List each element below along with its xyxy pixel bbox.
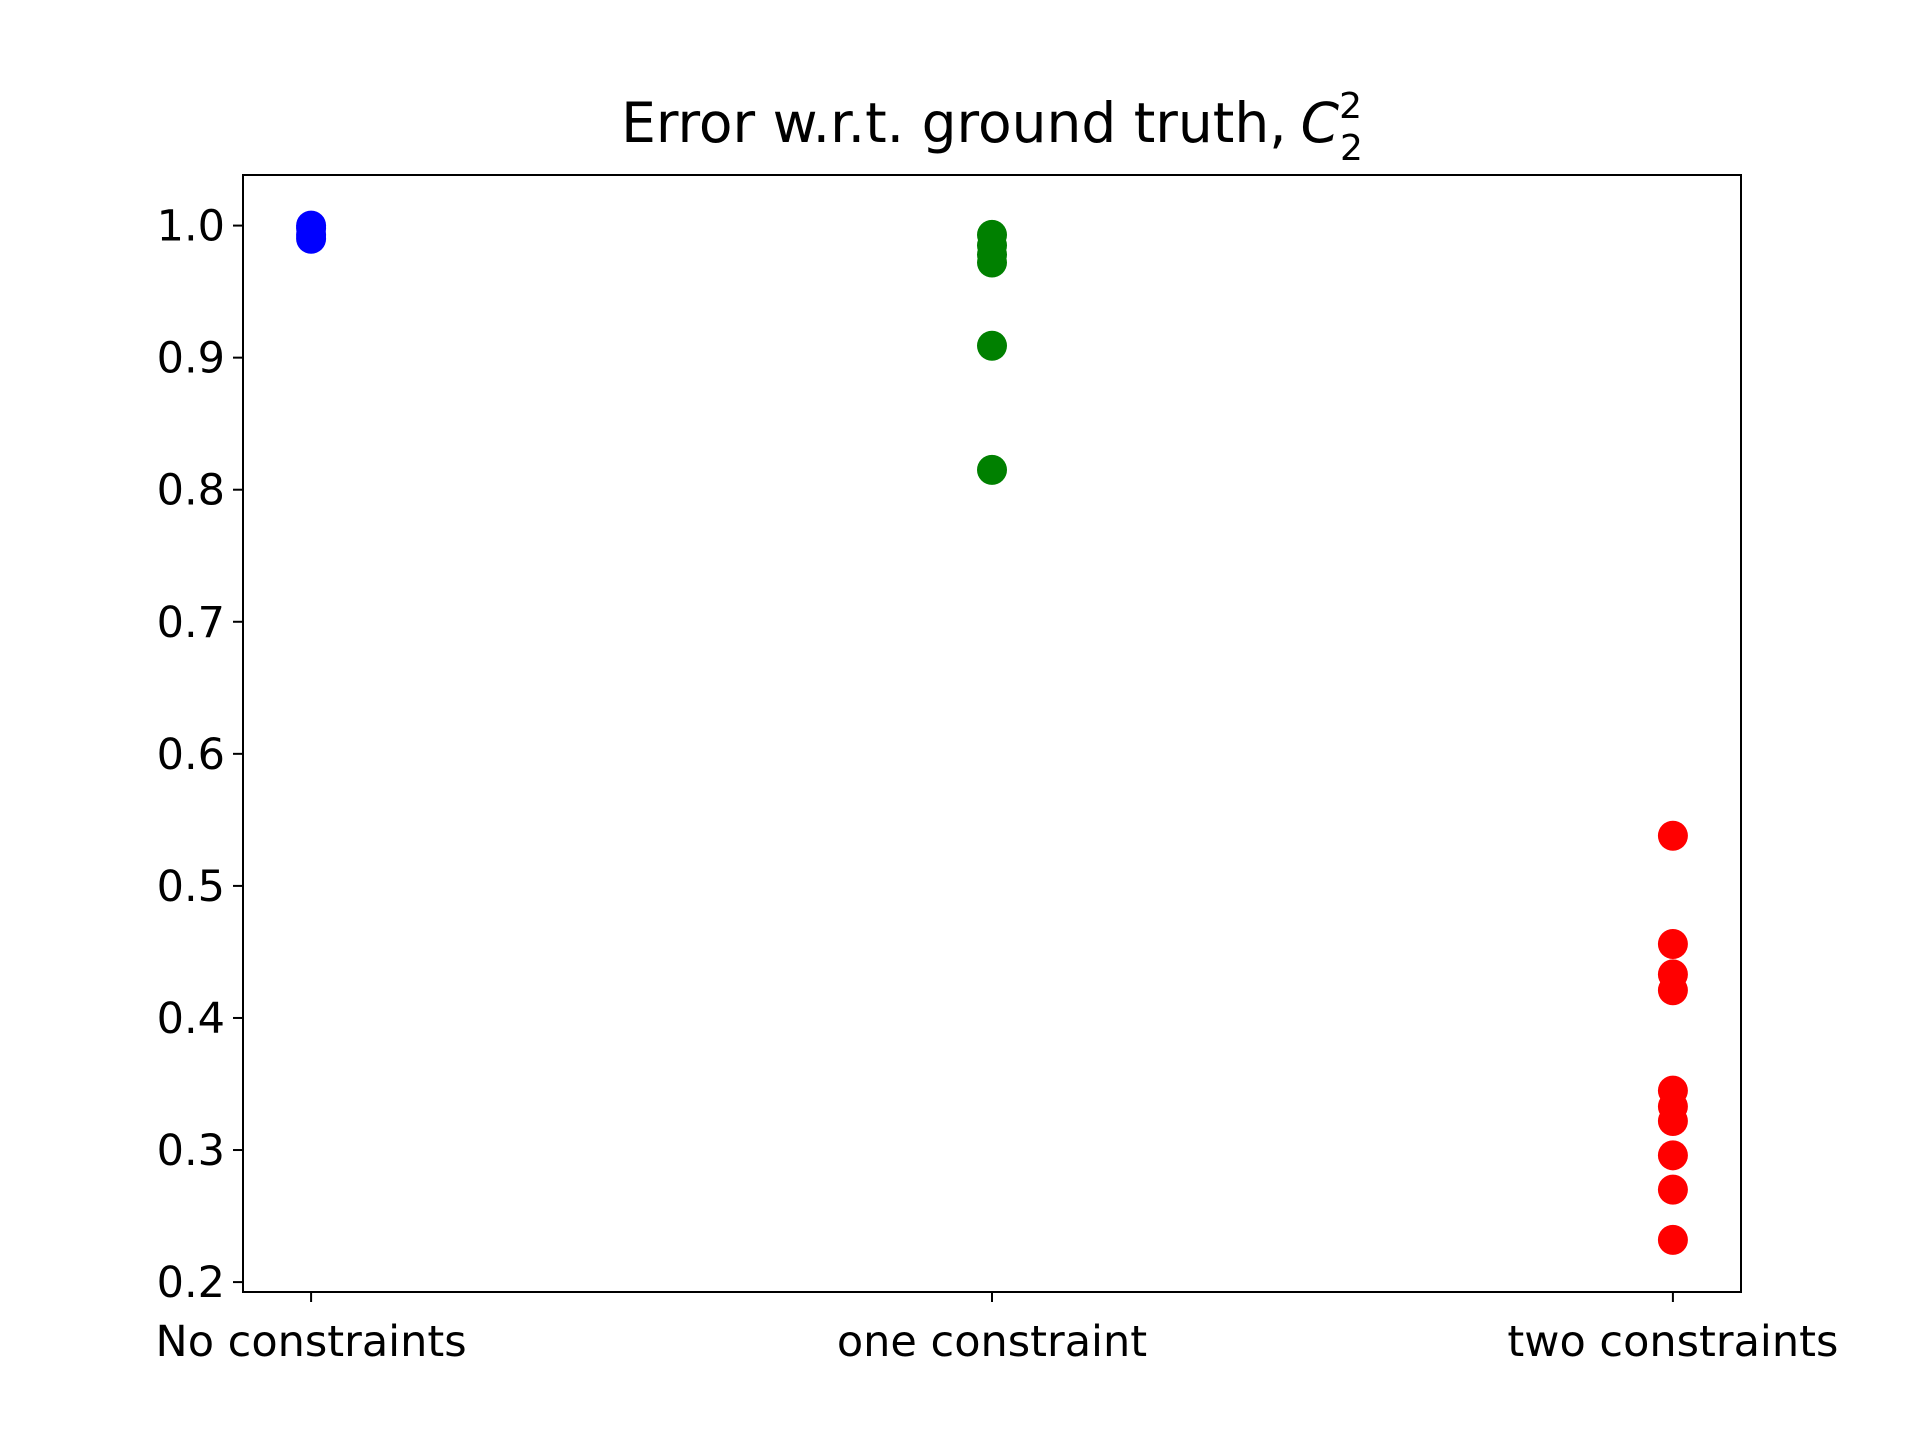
y-tick-label: 0.2 xyxy=(157,1258,225,1308)
x-tick-label: No constraints xyxy=(156,1317,467,1367)
y-tick-label: 0.9 xyxy=(157,334,225,384)
y-tick-label: 1.0 xyxy=(157,202,225,252)
y-tick-label: 0.6 xyxy=(157,730,225,780)
point xyxy=(1657,929,1688,960)
title-math-sub: 2 xyxy=(1340,128,1363,169)
x-tick-label: one constraint xyxy=(837,1317,1147,1367)
axes-frame xyxy=(242,174,1742,1293)
point xyxy=(296,223,327,254)
title-math-base: C xyxy=(1301,91,1340,155)
plot-area: 0.2 0.3 0.4 0.5 0.6 0.7 0.8 0.9 1.0 No constraint… xyxy=(156,202,1839,1367)
point xyxy=(1657,1174,1688,1205)
title-text: Error w.r.t. ground truth, xyxy=(621,91,1287,155)
x-tick-label: two constraints xyxy=(1507,1317,1838,1367)
point xyxy=(1657,975,1688,1006)
y-tick-label: 0.3 xyxy=(157,1126,225,1176)
y-tick-label: 0.7 xyxy=(157,598,225,648)
point xyxy=(1657,1140,1688,1171)
y-tick-label: 0.4 xyxy=(157,994,225,1044)
point xyxy=(977,330,1007,361)
y-tick-label: 0.8 xyxy=(157,466,225,516)
title-math-sup: 2 xyxy=(1339,86,1362,127)
point xyxy=(1657,820,1688,851)
point xyxy=(1657,1224,1688,1255)
y-tick-label: 0.5 xyxy=(157,862,225,912)
point xyxy=(977,247,1007,278)
point xyxy=(1657,1105,1688,1136)
chart-title: Error w.r.t. ground truth, C2 2 xyxy=(621,86,1363,169)
point xyxy=(977,454,1007,485)
